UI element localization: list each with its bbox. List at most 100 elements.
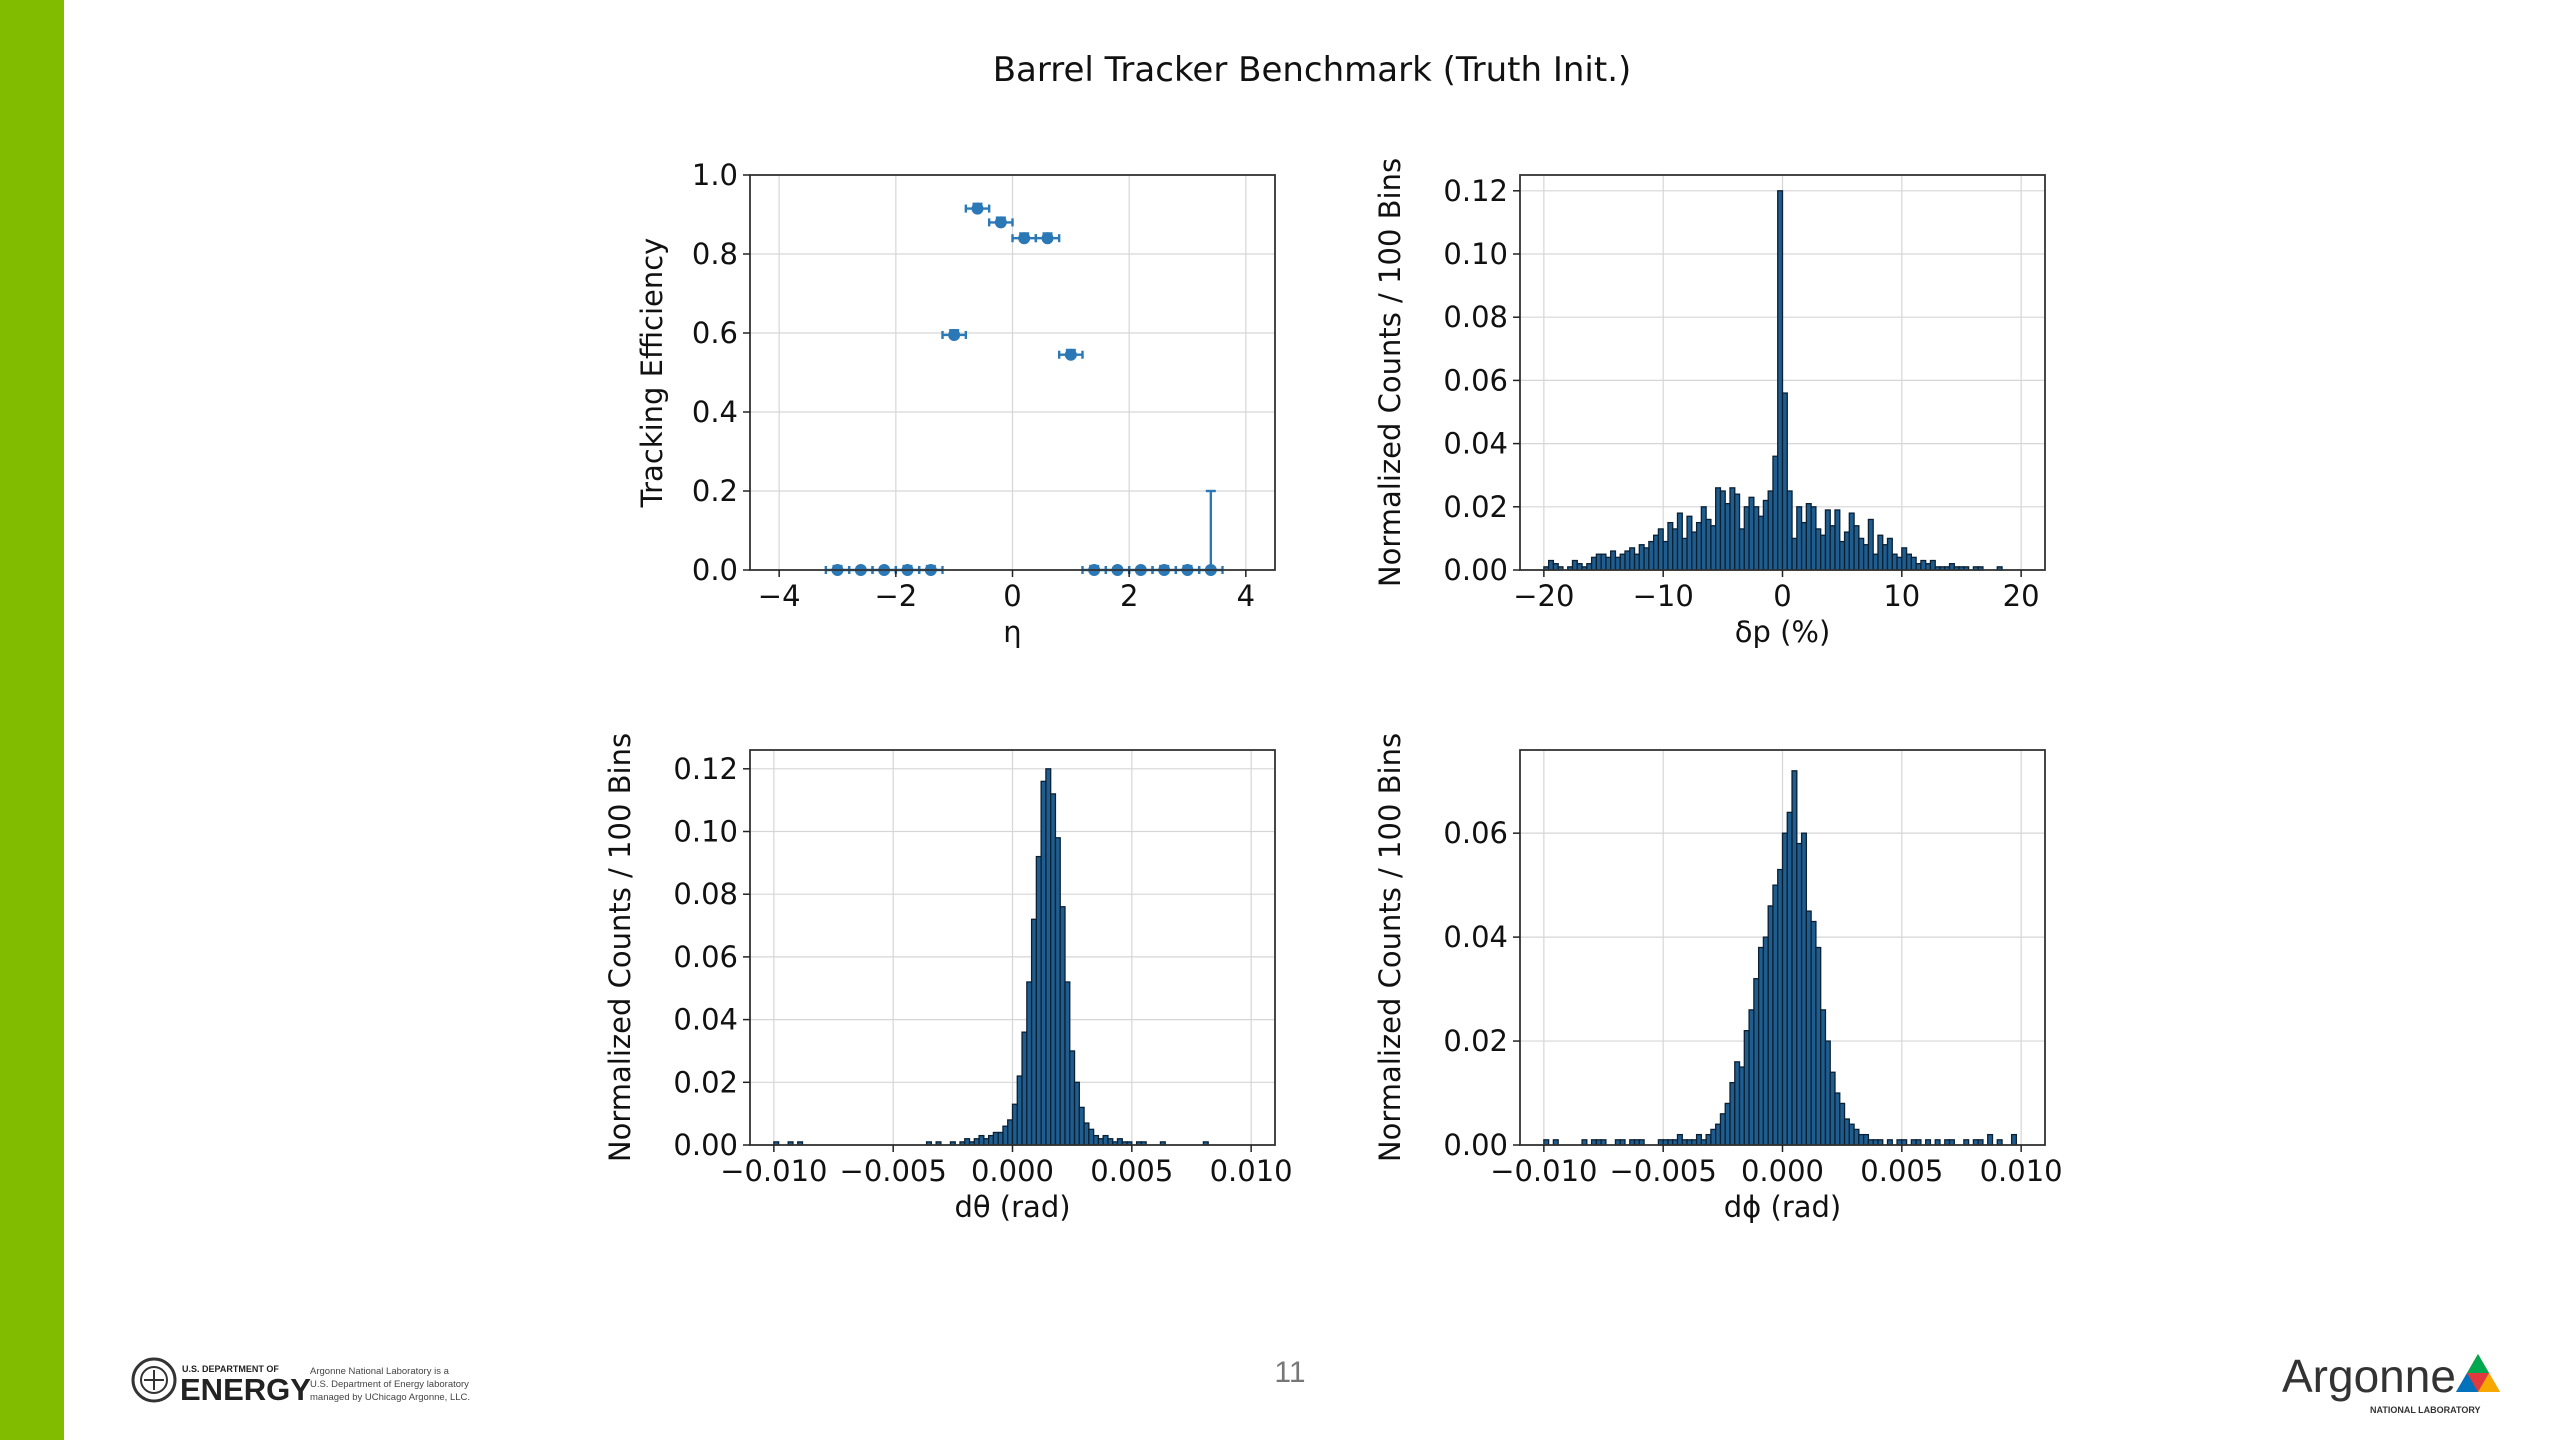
histogram-bar [1643,547,1650,571]
histogram-bar [1610,550,1617,571]
histogram-bar [1676,1133,1683,1146]
histogram-bar [1002,1125,1009,1146]
y-tick-label: 0.12 [1443,174,1508,208]
x-tick-label: 0.000 [1741,1154,1824,1188]
histogram-bar [1050,793,1057,1146]
histogram-bar [1624,550,1631,571]
marker [971,202,984,215]
histogram-bar [1925,563,1932,571]
histogram-bar [1910,556,1917,571]
histogram-bar [1045,768,1052,1146]
histogram-bar [1695,1133,1703,1146]
histogram-bar [1734,493,1741,571]
histogram-bar [1877,534,1884,571]
y-tick-label: 0.06 [1443,816,1508,850]
histogram-bar [1786,811,1793,1146]
doe-caption-1: Argonne National Laboratory is a [310,1366,450,1377]
histogram-bar [1872,553,1879,571]
data-point [1011,232,1038,245]
histogram-bar [1097,1138,1104,1146]
argonne-logo-name: Argonne [2282,1350,2456,1402]
histogram-bar [1614,556,1621,571]
y-tick-label: 0.00 [673,1128,738,1162]
histogram-bar [1738,528,1745,571]
x-tick-label: 0.010 [1210,1154,1293,1188]
x-tick-label: 0 [1003,579,1021,613]
histogram-bar [1724,1102,1731,1146]
histogram-bar [1021,1031,1028,1146]
doe-caption-3: managed by UChicago Argonne, LLC. [310,1392,470,1403]
y-tick-label: 0.12 [673,752,738,786]
data-point [1197,489,1224,576]
histogram-bar [1107,1138,1114,1146]
y-tick-label: 0.08 [673,877,738,911]
histogram-bar [1757,946,1765,1146]
histogram-bar [1815,528,1822,571]
histogram-bar [1882,544,1889,571]
y-tick-label: 0.06 [1443,363,1508,397]
histogram-bar [1672,528,1679,571]
histogram-bar [1571,559,1578,571]
y-axis-label: Normalized Counts / 100 Bins [603,733,637,1162]
marker [1018,232,1031,245]
histogram-bar [1848,1123,1855,1146]
histogram-bar [1891,553,1898,571]
histogram-bar [983,1138,990,1146]
y-axis: 0.00 0.02 0.04 0.06 0.08 0.10 0.12 [673,752,750,1162]
histogram-bar [1064,981,1071,1146]
histogram-bar [1676,512,1683,571]
histogram-bar [1862,1133,1870,1146]
histogram-bar [1810,506,1817,571]
histogram-bar [1757,515,1765,571]
histogram-bar [1633,553,1640,571]
histogram-bar [1743,1030,1750,1146]
y-axis-label: Normalized Counts / 100 Bins [1373,158,1407,587]
histogram-bar [1753,506,1760,571]
y-tick-label: 0.04 [1443,427,1508,461]
histogram-bar [1078,1106,1085,1146]
histogram-bar [1762,936,1769,1146]
x-tick-label: 0.005 [1090,1154,1173,1188]
histogram-bar [1695,521,1703,571]
histogram-bar [1886,537,1893,571]
y-axis-label: Tracking Efficiency [635,238,669,509]
histogram-bar [1088,1128,1095,1146]
x-tick-label: 2 [1120,579,1138,613]
histogram-bar [987,1134,995,1146]
histogram-bar [1843,1118,1850,1146]
histogram-bar [1705,1133,1712,1146]
x-axis-label: dϕ (rad) [1724,1190,1842,1224]
y-axis: 0.00 0.02 0.04 0.06 0.08 0.10 0.12 [1443,174,1520,587]
data-point [1057,348,1084,361]
histogram-bar [1035,855,1042,1146]
histogram-bar [1853,1128,1860,1146]
histogram-bar [1011,1103,1018,1146]
histogram-bar [1059,906,1066,1146]
argonne-logo: Argonne NATIONAL LABORATORY [2282,1342,2522,1418]
histogram-bar [1829,525,1836,571]
histogram-bar [1552,563,1559,571]
y-axis: 0.00 0.02 0.04 0.06 [1443,816,1520,1162]
histogram-bar [1547,559,1555,571]
histogram-bar [1843,531,1850,571]
marker [1064,348,1077,361]
histogram-bar [1116,1138,1123,1146]
histogram-bar [1605,556,1612,571]
histogram-bar [1710,525,1717,571]
histogram-bar [1719,490,1726,571]
histogram-bar [1069,1050,1076,1146]
histogram-bar [1719,1113,1726,1146]
histogram-bar [1600,553,1607,571]
x-axis: −0.010 −0.005 0.000 0.005 0.010 [720,1145,1293,1188]
histogram-bar [1824,509,1831,571]
histogram-bar [1667,521,1674,571]
histogram-bar [1920,559,1927,571]
histogram-bar [1800,521,1808,571]
histogram-bar [1948,563,1955,571]
x-tick-label: 0.000 [971,1154,1054,1188]
histogram-bar [1705,518,1712,571]
histogram-bar [1729,1081,1736,1146]
histogram-bar [1772,884,1779,1146]
momentum-resolution-plot: −20 −10 0 10 20 0.00 0.02 0.04 0.06 0.08 0.10 0.12 δ… [1373,158,2046,649]
histogram-bar [1791,537,1798,571]
